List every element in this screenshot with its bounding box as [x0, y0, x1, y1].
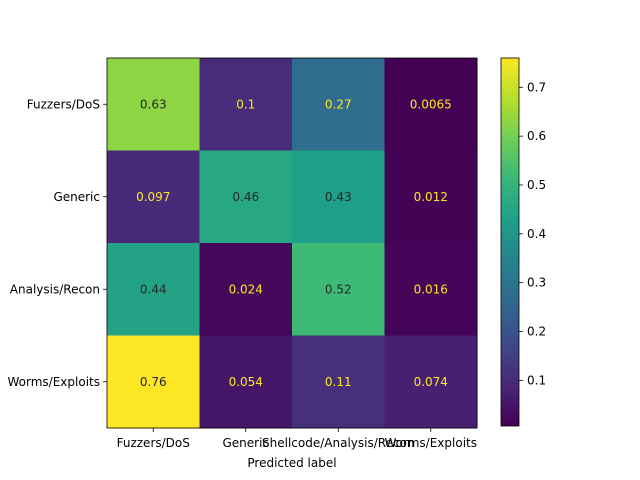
heatmap-frame [106, 57, 478, 429]
cell-value-label: 0.054 [229, 375, 263, 389]
heatmap-cell [199, 335, 293, 429]
cell-value-label: 0.76 [140, 375, 167, 389]
colorbar [501, 58, 519, 426]
heatmap-cell [199, 243, 293, 336]
y-tick-label: Worms/Exploits [8, 375, 100, 389]
cell-value-label: 0.0065 [410, 97, 452, 111]
colorbar-tick-label: 0.6 [527, 129, 546, 143]
cell-value-label: 0.46 [232, 190, 259, 204]
heatmap-cell [384, 243, 478, 336]
cell-value-label: 0.074 [414, 375, 448, 389]
x-axis-label: Predicted label [247, 456, 336, 470]
cell-value-label: 0.012 [414, 190, 448, 204]
cell-value-label: 0.016 [414, 282, 448, 296]
cell-value-label: 0.43 [325, 190, 352, 204]
heatmap-cell [199, 150, 293, 244]
cell-value-label: 0.1 [236, 97, 255, 111]
cell-labels: 0.63 0.1 0.27 0.0065 0.097 0.46 0.43 0.012 0.44 0… [136, 97, 452, 389]
heatmap-cell [292, 335, 385, 429]
heatmap-cell [107, 58, 200, 151]
x-axis-ticks: Fuzzers/DoS GenericShellcode/Analysis/Rec… [117, 428, 477, 450]
x-tick-label: Generic [222, 436, 269, 450]
y-axis-ticks: Fuzzers/DoS Generic Analysis/Recon Worms/Ex… [8, 97, 107, 389]
colorbar-ticks: 0.1 0.2 0.3 0.4 0.5 0.6 0.7 [519, 80, 546, 387]
cell-value-label: 0.024 [229, 282, 263, 296]
y-tick-label: Generic [53, 190, 100, 204]
heatmap-cell [199, 58, 293, 151]
heatmap-cell [292, 150, 385, 244]
x-tick-label: Fuzzers/DoS [117, 436, 190, 450]
heatmap-cell [292, 243, 385, 336]
cell-value-label: 0.097 [136, 190, 170, 204]
colorbar-tick-label: 0.3 [527, 276, 546, 290]
cell-value-label: 0.44 [140, 282, 167, 296]
colorbar-tick-label: 0.7 [527, 80, 546, 94]
heatmap-cell [292, 58, 385, 151]
cell-value-label: 0.63 [140, 97, 167, 111]
heatmap-cells [107, 58, 478, 429]
heatmap-cell [384, 58, 478, 151]
cell-value-label: 0.52 [325, 282, 352, 296]
colorbar-tick-label: 0.2 [527, 324, 546, 338]
heatmap-cell [107, 150, 200, 244]
colorbar-tick-label: 0.5 [527, 178, 546, 192]
heatmap-cell [107, 335, 200, 429]
colorbar-tick-label: 0.1 [527, 373, 546, 387]
x-tick-label: Worms/Exploits [385, 436, 477, 450]
heatmap-cell [107, 243, 200, 336]
heatmap-cell [384, 150, 478, 244]
heatmap-cell [384, 335, 478, 429]
colorbar-tick-label: 0.4 [527, 227, 546, 241]
y-tick-label: Analysis/Recon [10, 282, 100, 296]
colorbar-frame [500, 57, 520, 427]
x-tick-label: Shellcode/Analysis/Recon [262, 436, 414, 450]
cell-value-label: 0.11 [325, 375, 352, 389]
cell-value-label: 0.27 [325, 97, 352, 111]
y-tick-label: Fuzzers/DoS [27, 97, 100, 111]
